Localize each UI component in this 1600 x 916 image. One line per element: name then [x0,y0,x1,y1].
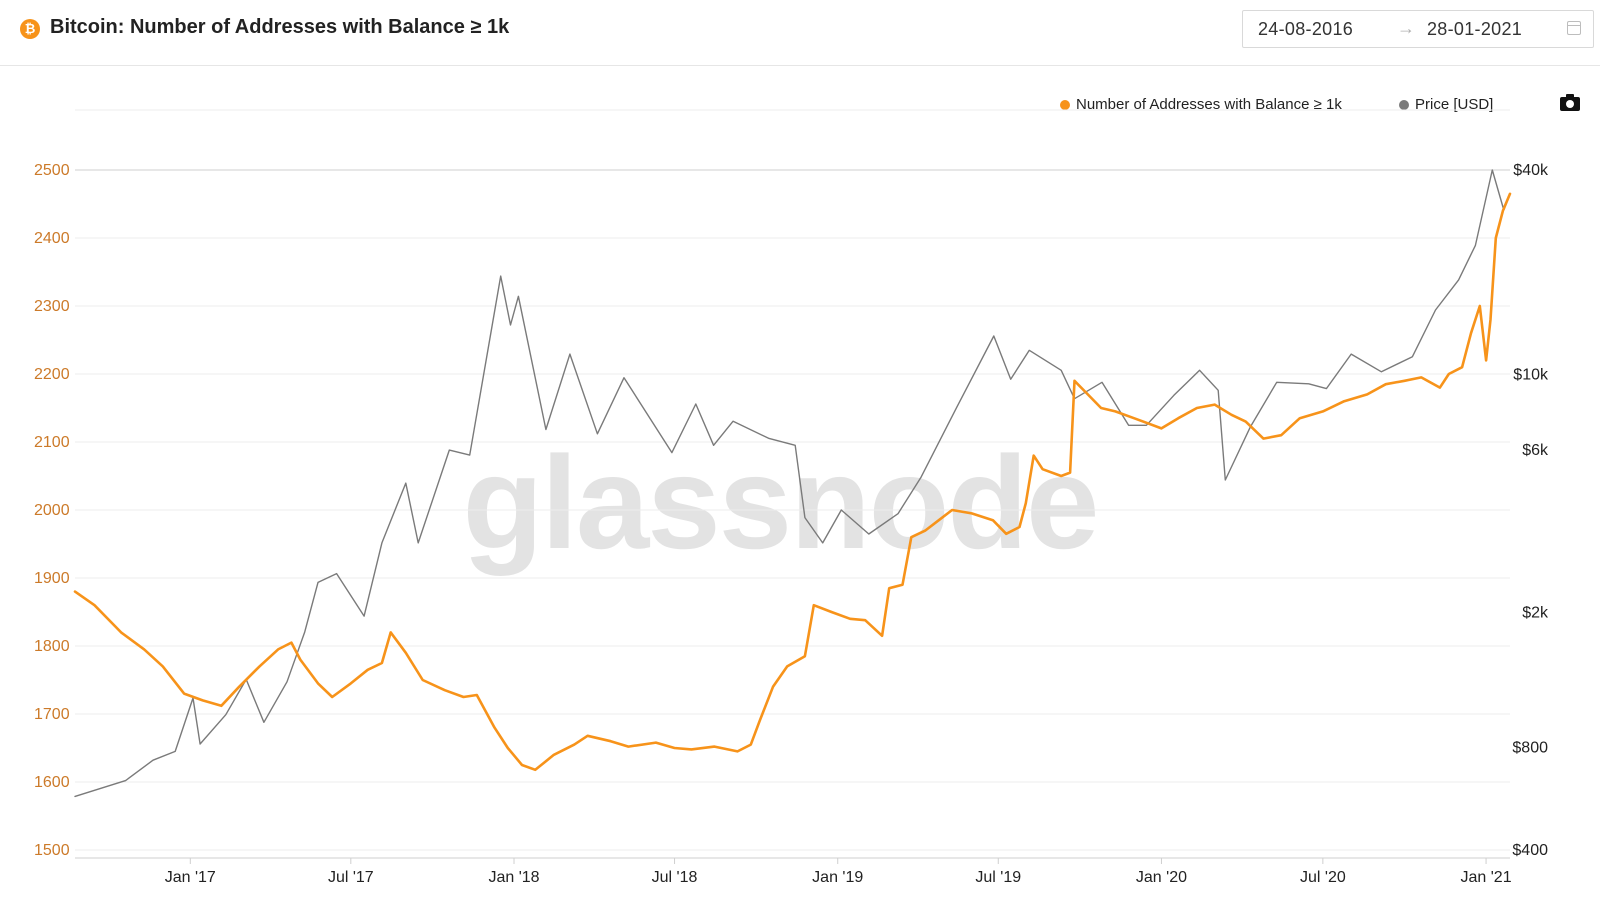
legend-dot-price [1399,100,1409,110]
x-tick-label: Jan '20 [1136,869,1187,886]
camera-icon[interactable] [1560,94,1580,111]
y-left-tick-label: 1900 [34,570,70,587]
series-line-price [74,169,1511,798]
watermark: glassnode [463,429,1098,576]
y-right-tick-label: $800 [1512,740,1548,757]
x-tick-label: Jul '18 [652,869,698,886]
x-tick-label: Jul '19 [975,869,1021,886]
x-tick-label: Jan '18 [488,869,539,886]
y-right-tick-label: $400 [1512,842,1548,859]
y-left-tick-label: 1800 [34,638,70,655]
series-group [73,169,1512,798]
calendar-icon[interactable] [1567,21,1581,35]
y-left-tick-label: 2400 [34,230,70,247]
header: ₿ Bitcoin: Number of Addresses with Bala… [0,0,1600,66]
x-tick-label: Jan '19 [812,869,863,886]
grid-lines [75,109,1510,859]
x-tick-label: Jul '17 [328,869,374,886]
x-tick-label: Jan '17 [165,869,216,886]
legend-item-price[interactable]: Price [USD] [1399,96,1493,113]
chart-title: Bitcoin: Number of Addresses with Balanc… [50,16,510,38]
y-left-tick-label: 2100 [34,434,70,451]
x-tick-label: Jul '20 [1300,869,1346,886]
legend-item-addresses[interactable]: Number of Addresses with Balance ≥ 1k [1060,96,1342,113]
legend-dot-addresses [1060,100,1070,110]
date-end-input[interactable]: 28-01-2021 [1427,19,1523,39]
y-axis-right: $400 $800 $2k $6k $10k $40k [1512,162,1549,859]
series-line-addresses [73,192,1512,772]
y-left-tick-label: 1500 [34,842,70,859]
date-range-picker[interactable]: 24-08-2016 → 28-01-2021 [1242,10,1594,48]
y-right-tick-label: $2k [1522,604,1549,621]
legend-label-price: Price [USD] [1415,96,1494,113]
y-right-tick-label: $6k [1522,442,1549,459]
legend-label-addresses: Number of Addresses with Balance ≥ 1k [1076,96,1342,113]
date-start-input[interactable]: 24-08-2016 [1258,19,1354,39]
y-left-tick-label: 1600 [34,774,70,791]
x-tick-label: Jan '21 [1461,869,1512,886]
y-left-tick-label: 2200 [34,366,70,383]
arrow-right-icon: → [1397,18,1415,38]
y-right-tick-label: $40k [1513,162,1549,179]
y-right-tick-label: $10k [1513,367,1549,384]
y-left-tick-label: 1700 [34,706,70,723]
y-axis-left: 1500 1600 1700 1800 1900 2000 2100 2200 2300 2400… [34,162,70,859]
y-left-tick-label: 2000 [34,502,70,519]
bitcoin-icon: ₿ [20,19,40,39]
x-axis: Jan '17 Jul '17 Jan '18 Jul '18 Jan '19 Jul '… [165,858,1512,886]
y-left-tick-label: 2300 [34,298,70,315]
y-left-tick-label: 2500 [34,162,70,179]
